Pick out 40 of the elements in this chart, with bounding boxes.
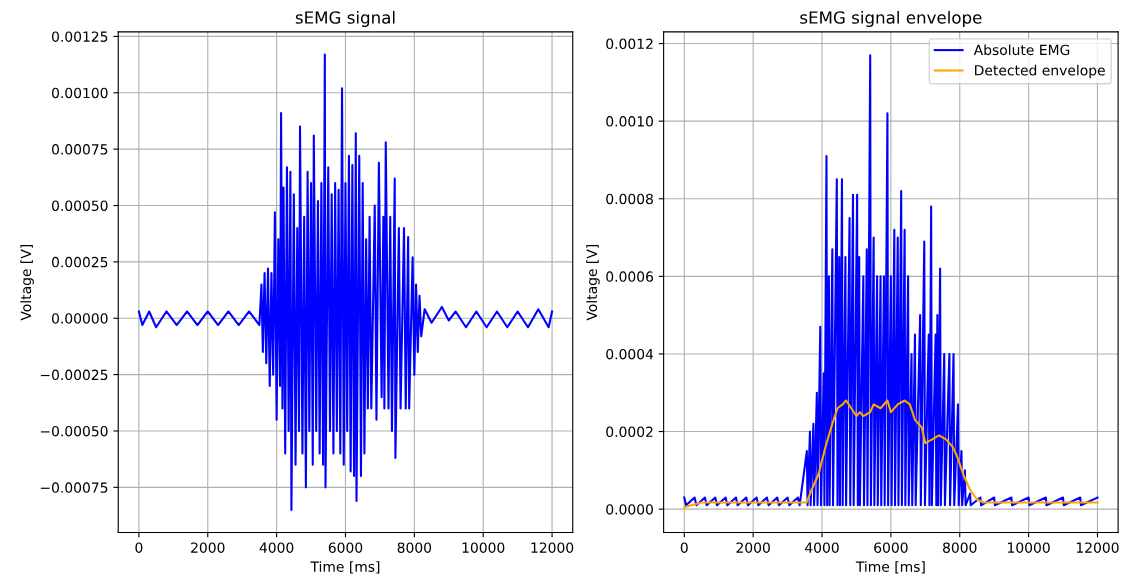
y-tick-label: 0.00025 <box>51 256 108 268</box>
line-series <box>683 399 1099 509</box>
y-tick-label: 0.0006 <box>606 271 654 282</box>
y-tick-label: 0.00000 <box>51 313 108 324</box>
y-tick-label: −0.00075 <box>40 482 108 493</box>
x-tick-label: 12000 <box>1076 542 1119 553</box>
x-tick-label: 8000 <box>943 542 977 553</box>
y-tick-label: −0.00025 <box>40 369 108 381</box>
y-tick-label: 0.00125 <box>51 31 108 42</box>
x-tick-label: 0 <box>680 542 688 553</box>
y-tick-label: 0.0002 <box>606 426 653 438</box>
x-tick-label: 4000 <box>805 542 839 553</box>
x-axis-title: Time [ms] <box>855 561 925 574</box>
chart-title: sEMG signal envelope <box>800 10 982 28</box>
y-tick-label: 0.0010 <box>606 116 653 127</box>
x-tick-label: 2000 <box>736 542 770 553</box>
x-tick-label: 0 <box>135 542 143 553</box>
y-tick-label: 0.0004 <box>606 348 654 360</box>
x-tick-label: 8000 <box>397 542 432 553</box>
legend-label: Detected envelope <box>975 64 1105 79</box>
chart-title: sEMG signal <box>295 10 395 28</box>
x-tick-label: 12000 <box>531 542 574 553</box>
y-axis-title: Voltage [V] <box>20 244 34 321</box>
legend-label: Absolute EMG <box>973 44 1070 56</box>
x-tick-label: 6000 <box>874 542 908 553</box>
x-tick-label: 6000 <box>328 542 363 553</box>
line-series <box>137 53 554 511</box>
y-tick-label: 0.0008 <box>606 193 653 205</box>
y-tick-label: 0.00075 <box>51 144 108 155</box>
x-tick-label: 10000 <box>1008 542 1050 553</box>
y-tick-label: 0.0012 <box>606 38 653 50</box>
x-tick-label: 4000 <box>259 542 294 553</box>
y-tick-label: 0.00050 <box>51 200 108 211</box>
y-tick-label: 0.00100 <box>51 87 108 99</box>
x-tick-label: 2000 <box>191 542 225 553</box>
y-tick-label: −0.00050 <box>40 425 108 437</box>
x-axis-title: Time [ms] <box>310 561 380 574</box>
y-tick-label: 0.0000 <box>606 504 653 515</box>
x-tick-label: 10000 <box>462 542 505 553</box>
y-axis-title: Voltage [V] <box>586 244 600 321</box>
